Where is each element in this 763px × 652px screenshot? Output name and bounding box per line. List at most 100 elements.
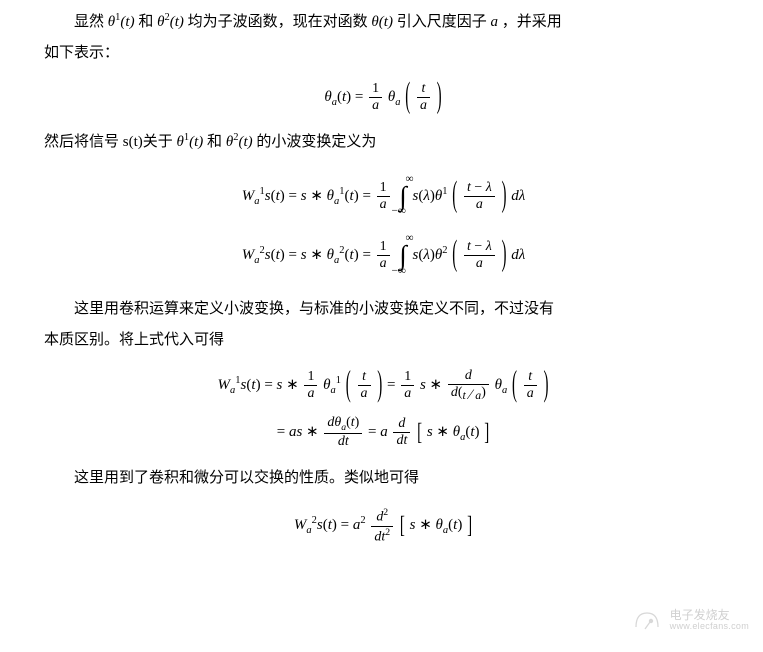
p1-text-c: 均为子波函数，现在对函数 bbox=[188, 14, 368, 30]
watermark-text: 电子发烧友 www.elecfans.com bbox=[670, 609, 749, 632]
eq3a-c2-den: a bbox=[401, 386, 414, 402]
eq2a-coef-den: a bbox=[377, 197, 390, 213]
eq3a-fn2: θa bbox=[495, 377, 508, 393]
eq3b-pre: = as ∗ bbox=[277, 424, 323, 440]
eq3a-d-num: d bbox=[448, 368, 489, 385]
eq4-frac-den: dt2 bbox=[371, 527, 393, 546]
eq1-lhs: θa(t) bbox=[324, 89, 351, 105]
p2-text-a: 然后将信号 s(t)关于 bbox=[44, 134, 173, 150]
rbracket-icon: ] bbox=[484, 410, 489, 456]
eq4-frac: d2 dt2 bbox=[371, 507, 393, 545]
lparen-icon: ( bbox=[346, 352, 351, 420]
eq2a-int-hi: ∞ bbox=[406, 169, 414, 191]
eq2a-arg-den: a bbox=[464, 197, 495, 213]
eq2b-arg-num: t − λ bbox=[464, 239, 495, 256]
integral-icon: ∫∞−∞ bbox=[399, 171, 406, 222]
eq4-mid: = a2 bbox=[341, 517, 370, 533]
eq2a-lhs: Wa1s(t) bbox=[242, 188, 285, 204]
eq1-frac1-num: 1 bbox=[369, 81, 382, 98]
eq3b-f1-num: dθa(t) bbox=[324, 415, 362, 434]
document-body: 显然 θ1(t) 和 θ2(t) 均为子波函数，现在对函数 θ(t) 引入尺度因… bbox=[0, 0, 763, 545]
eq2b-coef-num: 1 bbox=[377, 239, 390, 256]
theta1-inline-2: θ1(t) bbox=[177, 134, 204, 150]
eq2b-arg-den: a bbox=[464, 256, 495, 272]
paragraph-3b: 本质区别。将上式代入可得 bbox=[44, 326, 723, 355]
eq2a-int-lo: −∞ bbox=[391, 201, 405, 223]
eq3a-p3: s ∗ bbox=[420, 377, 446, 393]
eq2a-mid: = s ∗ θa1(t) = bbox=[289, 188, 375, 204]
lbracket-icon: [ bbox=[400, 503, 405, 549]
p1-text-e: ，并采用 bbox=[502, 14, 562, 30]
p2-text-c: 的小波变换定义为 bbox=[256, 134, 376, 150]
eq2b-coef-den: a bbox=[377, 256, 390, 272]
theta2-inline: θ2(t) bbox=[157, 14, 184, 30]
eq3b-mid: = a bbox=[368, 424, 388, 440]
paragraph-3a: 这里用卷积运算来定义小波变换，与标准的小波变换定义不同，不过没有 bbox=[44, 295, 723, 324]
theta2-inline-2: θ2(t) bbox=[226, 134, 253, 150]
eq2b-integrand-pre: s(λ)θ2 bbox=[413, 247, 448, 263]
eq4-brack: s ∗ θa(t) bbox=[410, 517, 463, 533]
eq2b-lhs: Wa2s(t) bbox=[242, 247, 285, 263]
paragraph-2: 然后将信号 s(t)关于 θ1(t) 和 θ2(t) 的小波变换定义为 bbox=[44, 128, 723, 157]
paragraph-1: 显然 θ1(t) 和 θ2(t) 均为子波函数，现在对函数 θ(t) 引入尺度因… bbox=[44, 8, 723, 37]
integral-icon: ∫∞−∞ bbox=[399, 230, 406, 281]
equation-1: θa(t) = 1 a θa ( t a ) bbox=[44, 81, 723, 114]
eq3a-a1-num: t bbox=[358, 369, 371, 386]
eq3b-brack: s ∗ θa(t) bbox=[427, 424, 480, 440]
eq2b-arg: t − λ a bbox=[464, 239, 495, 272]
watermark-logo-icon bbox=[633, 607, 661, 634]
eq2b-coef: 1 a bbox=[377, 239, 390, 272]
theta1-inline: θ1(t) bbox=[108, 14, 135, 30]
equation-3b: = as ∗ dθa(t) dt = a d dt [ s ∗ θa(t) ] bbox=[44, 415, 723, 450]
eq3a-c1-num: 1 bbox=[304, 369, 317, 386]
rparen-icon: ) bbox=[543, 352, 548, 420]
eq3a-d-den: d(t ⁄ a) bbox=[448, 385, 489, 403]
theta-t-inline: θ(t) bbox=[371, 14, 393, 30]
eq3b-f2-num: d bbox=[393, 416, 410, 433]
eq3a-a1: t a bbox=[358, 369, 371, 402]
equation-2a: Wa1s(t) = s ∗ θa1(t) = 1 a ∫∞−∞ s(λ)θ1 (… bbox=[44, 171, 723, 222]
eq1-arg-den: a bbox=[417, 98, 430, 114]
eq4-lhs: Wa2s(t) bbox=[294, 517, 337, 533]
eq3a-lhs: Wa1s(t) bbox=[218, 377, 261, 393]
rparen-icon: ) bbox=[437, 63, 442, 131]
eq2a-arg: t − λ a bbox=[464, 180, 495, 213]
eq2a-arg-num: t − λ bbox=[464, 180, 495, 197]
eq3a-a1-den: a bbox=[358, 386, 371, 402]
p1-text-a: 显然 bbox=[74, 14, 104, 30]
watermark: 电子发烧友 www.elecfans.com bbox=[633, 607, 749, 634]
lparen-icon: ( bbox=[452, 221, 457, 289]
eq3a-fn1: θa1 bbox=[323, 377, 341, 393]
eq2a-integrand-pre: s(λ)θ1 bbox=[413, 188, 448, 204]
rbracket-icon: ] bbox=[467, 503, 472, 549]
eq3b-f2: d dt bbox=[393, 416, 410, 449]
equation-3a: Wa1s(t) = s ∗ 1 a θa1 ( t a ) = 1 a s ∗ … bbox=[44, 368, 723, 403]
equation-4: Wa2s(t) = a2 d2 dt2 [ s ∗ θa(t) ] bbox=[44, 507, 723, 545]
lbracket-icon: [ bbox=[417, 410, 422, 456]
p1-text-d: 引入尺度因子 bbox=[397, 14, 487, 30]
eq2a-coef-num: 1 bbox=[377, 180, 390, 197]
eq2a-coef: 1 a bbox=[377, 180, 390, 213]
scale-a-inline: a bbox=[490, 14, 498, 30]
eq4-frac-num: d2 bbox=[371, 507, 393, 527]
eq2a-dlam: dλ bbox=[511, 188, 525, 204]
rparen-icon: ) bbox=[502, 221, 507, 289]
rparen-icon: ) bbox=[377, 352, 382, 420]
eq2b-int-hi: ∞ bbox=[406, 228, 414, 250]
eq2b-dlam: dλ bbox=[511, 247, 525, 263]
eq1-frac1-den: a bbox=[369, 98, 382, 114]
eq1-arg-num: t bbox=[417, 81, 430, 98]
equation-2b: Wa2s(t) = s ∗ θa2(t) = 1 a ∫∞−∞ s(λ)θ2 (… bbox=[44, 230, 723, 281]
eq3b-f1-den: dt bbox=[324, 434, 362, 450]
p2-text-b: 和 bbox=[207, 134, 222, 150]
eq3a-a2-num: t bbox=[524, 369, 537, 386]
paragraph-4: 这里用到了卷积和微分可以交换的性质。类似地可得 bbox=[44, 464, 723, 493]
eq1-arg: t a bbox=[417, 81, 430, 114]
eq2b-mid: = s ∗ θa2(t) = bbox=[289, 247, 375, 263]
p1-text-b: 和 bbox=[138, 14, 153, 30]
eq3a-a2: t a bbox=[524, 369, 537, 402]
eq3a-c2-num: 1 bbox=[401, 369, 414, 386]
eq3b-f2-den: dt bbox=[393, 433, 410, 449]
eq3a-deriv: d d(t ⁄ a) bbox=[448, 368, 489, 403]
eq1-equals: = bbox=[355, 89, 363, 105]
